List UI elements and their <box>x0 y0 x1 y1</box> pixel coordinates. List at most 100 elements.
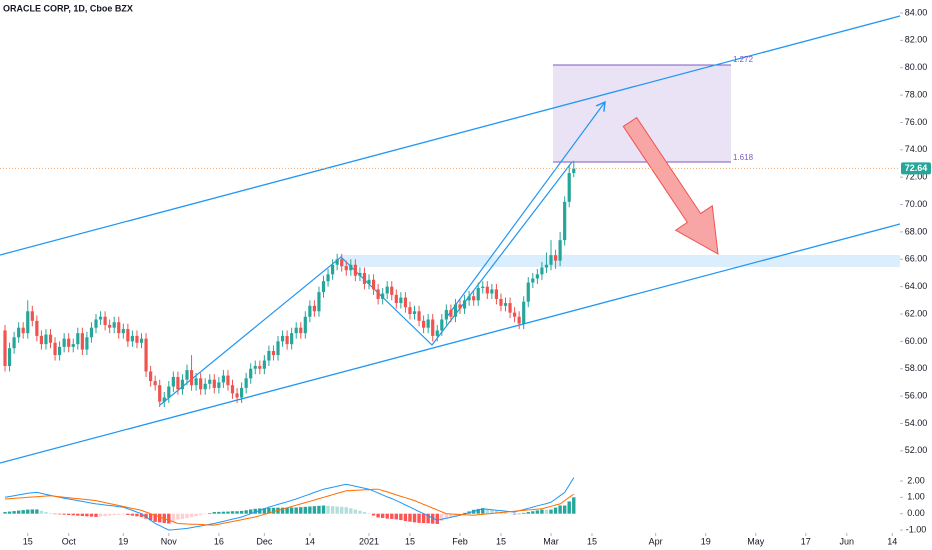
candle-body <box>426 319 430 328</box>
candle-body <box>39 335 44 345</box>
candle-body <box>126 329 130 342</box>
candle-body <box>408 307 412 315</box>
candle-body <box>35 320 39 336</box>
candle-body <box>522 301 526 324</box>
histogram-bar <box>476 508 480 514</box>
y-tick-label: 84.00 <box>905 7 928 17</box>
candle-body <box>376 289 380 299</box>
y-tick-label: 1.00 <box>907 492 925 502</box>
candle-body <box>567 173 571 202</box>
x-tick-label: 14 <box>305 536 315 546</box>
candle-body <box>253 366 257 369</box>
histogram-bar <box>258 508 262 514</box>
histogram-bar <box>107 513 112 516</box>
candle-body <box>62 338 66 347</box>
candle-body <box>353 264 357 276</box>
candle-body <box>203 383 207 390</box>
histogram-bar <box>267 507 271 514</box>
histogram-bar <box>35 509 39 514</box>
candle-body <box>130 335 135 342</box>
candle-body <box>508 303 512 313</box>
histogram-bar <box>208 513 212 514</box>
channel-upper <box>0 15 900 256</box>
candle-body <box>458 304 462 309</box>
candle-body <box>417 311 421 321</box>
histogram-bar <box>98 513 103 517</box>
candle-body <box>472 296 476 301</box>
candle-body <box>490 289 494 294</box>
histogram-bar <box>490 509 494 514</box>
x-tick-label: 16 <box>214 536 224 546</box>
histogram-bar <box>308 506 312 514</box>
histogram-bar <box>330 506 335 514</box>
y-tick-label: 2.00 <box>907 475 925 485</box>
histogram-bar <box>453 513 458 516</box>
histogram-bar <box>126 513 130 515</box>
histogram-bar <box>57 513 62 515</box>
histogram-bar <box>390 513 394 519</box>
candle-body <box>381 293 385 299</box>
histogram-bar <box>53 513 57 515</box>
candle-body <box>94 319 98 328</box>
histogram-bar <box>148 513 153 521</box>
histogram-bar <box>217 511 221 514</box>
candle-body <box>153 381 157 386</box>
candle-body <box>144 338 148 372</box>
candle-body <box>517 316 521 324</box>
candle-body <box>412 311 417 315</box>
candle-body <box>217 382 221 388</box>
histogram-bar <box>303 506 308 514</box>
histogram-bar <box>403 513 408 522</box>
histogram-bar <box>7 511 12 514</box>
histogram-bar <box>435 513 439 524</box>
candle-body <box>7 348 12 367</box>
candle-body <box>71 344 75 347</box>
candle-body <box>403 297 408 308</box>
candle-body <box>362 272 367 284</box>
candle-body <box>226 375 230 386</box>
histogram-bar <box>371 513 376 516</box>
histogram-bar <box>26 509 30 514</box>
histogram-bar <box>158 513 162 523</box>
histogram-bar <box>171 513 176 522</box>
candle-body <box>385 286 389 294</box>
projection-arrow <box>445 100 606 319</box>
candle-body <box>331 264 335 275</box>
candle-body <box>308 305 312 317</box>
candle-body <box>185 370 189 380</box>
candle-body <box>271 350 276 356</box>
candle-body <box>17 327 21 338</box>
candle-body <box>526 282 530 302</box>
histogram-bar <box>262 508 267 514</box>
x-tick-label: Feb <box>452 536 468 546</box>
candle-body <box>194 378 198 386</box>
candle-body <box>180 379 185 390</box>
candle-body <box>394 294 398 304</box>
candle-body <box>249 368 253 379</box>
histogram-bar <box>280 507 285 514</box>
candle-body <box>117 322 121 334</box>
histogram-bar <box>412 513 417 523</box>
candle-body <box>221 375 226 383</box>
candle-body <box>80 333 84 350</box>
candle-body <box>553 255 558 261</box>
x-tick-label: 15 <box>587 536 597 546</box>
candle-body <box>335 259 339 265</box>
x-tick-label: 15 <box>23 536 33 546</box>
histogram-bar <box>535 510 540 514</box>
candle-body <box>108 324 112 328</box>
macd-line <box>4 477 575 531</box>
candle-body <box>476 288 480 301</box>
candle-body <box>162 397 166 402</box>
histogram-bar <box>139 513 144 517</box>
candle-body <box>48 334 53 343</box>
candle-body <box>89 327 94 338</box>
candle-body <box>290 333 294 345</box>
candle-body <box>189 370 194 386</box>
candle-body <box>499 298 503 306</box>
y-tick-label: 78.00 <box>905 89 928 99</box>
y-tick-label: 56.00 <box>905 390 928 400</box>
y-tick-label: 74.00 <box>905 144 928 154</box>
candle-body <box>422 320 426 328</box>
candle-body <box>76 333 80 345</box>
